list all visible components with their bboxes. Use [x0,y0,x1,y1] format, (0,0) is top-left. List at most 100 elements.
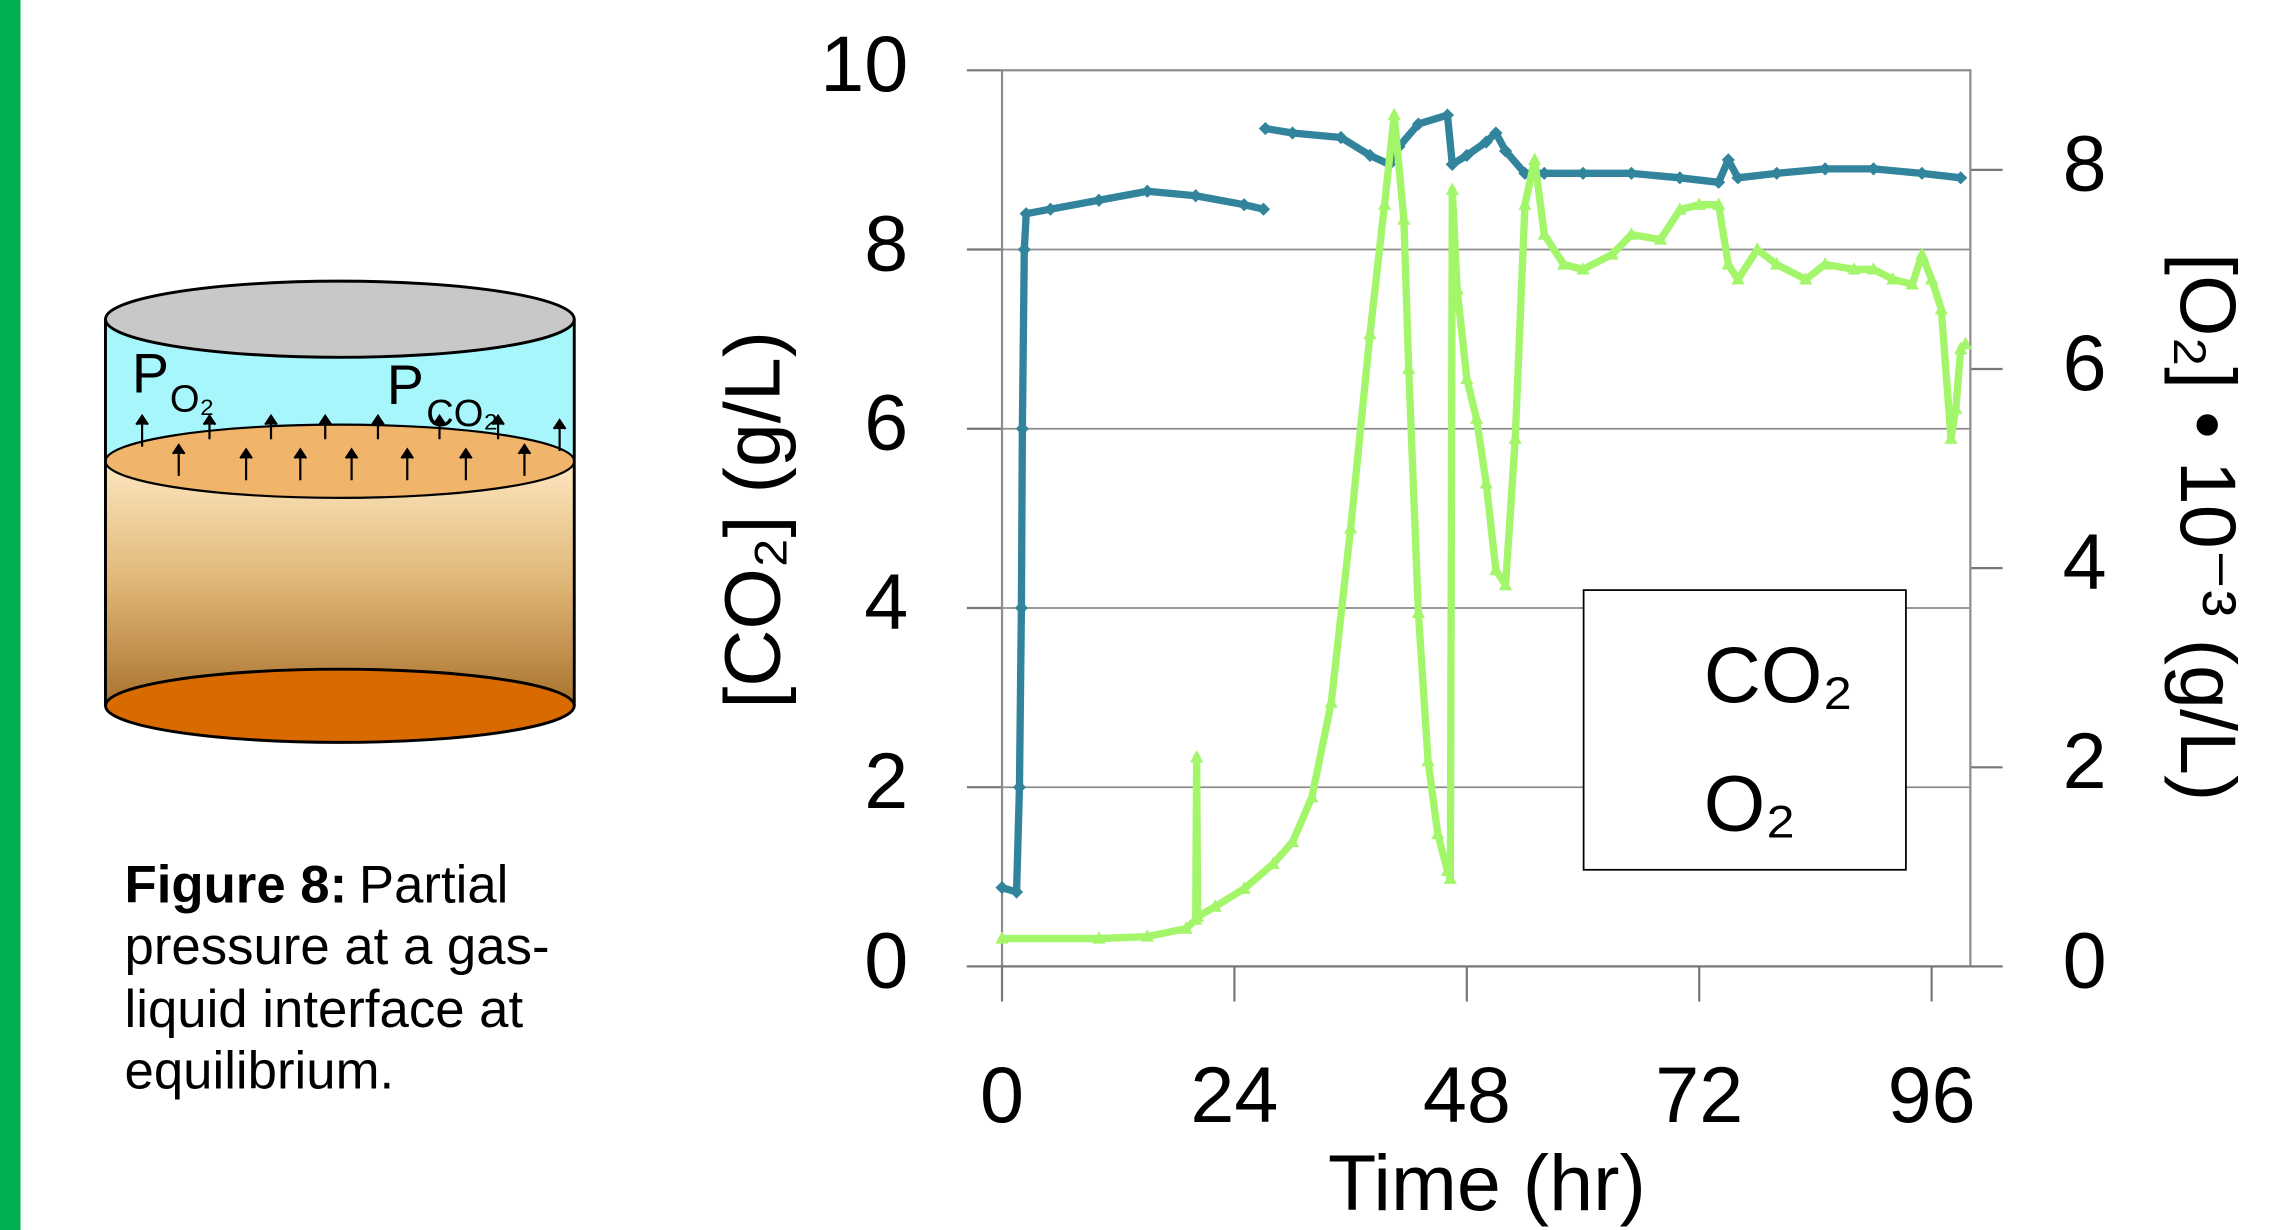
data-point [1949,401,1963,414]
data-point [1692,197,1706,210]
legend-box [1582,589,1907,871]
x-axis-label: Time (hr) [1328,1138,1646,1227]
data-point [1624,227,1639,240]
data-point [1915,247,1929,260]
data-point [1557,257,1571,270]
data-point [1489,126,1503,140]
data-point [1179,921,1193,934]
y2-tick-label: 8 [2063,119,2107,208]
cylinder-bottom [104,667,576,744]
data-point [1944,431,1958,444]
y-tick-label: 6 [864,378,908,467]
data-point [1770,257,1784,270]
caption-label: Figure 8: [125,856,348,915]
x-tick-label: 48 [1423,1050,1511,1139]
data-point [1363,326,1377,340]
data-point [1140,184,1154,198]
x-tick-label: 24 [1190,1050,1278,1139]
data-point [1508,431,1522,444]
y-tick-label: 4 [864,557,908,646]
data-point [1015,422,1029,436]
y2-axis-label: [O₂] • 10⁻³ (g/L) [2164,253,2253,801]
data-point [1266,856,1280,869]
data-point [1012,780,1027,794]
data-point [1377,197,1392,210]
data-point [1605,247,1619,260]
partial-pressure-subscript: O₂ [170,378,214,420]
legend-label: CO₂ [1704,630,1853,719]
x-tick-label: 0 [980,1050,1024,1139]
data-point [1721,257,1735,270]
partial-pressure-symbol: P [387,354,424,416]
data-point [1237,198,1251,212]
data-point [1363,148,1377,163]
flux-arrows [135,413,567,481]
data-point [1043,202,1058,216]
data-point [1818,162,1832,176]
partial-pressure-subscript: CO₂ [426,393,498,435]
data-point [1092,931,1106,944]
data-point [1624,166,1639,180]
data-point [1498,144,1513,158]
data-point [1498,577,1513,591]
data-point [1731,272,1745,285]
cylinder-diagram: P O₂ P CO₂ [104,279,576,744]
data-point [1712,175,1726,189]
data-point [1721,153,1735,167]
y-tick-label: 2 [864,736,908,825]
data-point [1479,135,1493,149]
data-point [1397,212,1411,225]
data-point [1014,601,1028,615]
x-tick-label: 72 [1655,1050,1743,1139]
data-point [1576,166,1590,180]
y2-tick-label: 0 [2063,915,2107,1004]
cylinder-top [104,279,576,359]
data-point [1285,834,1300,848]
caption-line: liquid interface at [125,980,524,1039]
data-point [1576,262,1590,275]
data-point [1445,182,1459,195]
data-point [1411,605,1426,619]
data-point [1285,126,1300,140]
data-point [1934,301,1948,315]
data-point [1460,371,1474,385]
y2-tick-label: 4 [2063,517,2107,606]
data-point [1479,476,1493,489]
data-point [1886,272,1900,285]
data-point [1324,695,1338,708]
data-point [1440,108,1455,122]
data-point [1445,157,1459,171]
data-point [995,931,1009,944]
data-point [1770,166,1784,180]
y-tick-label: 0 [864,915,908,1004]
data-point [1258,121,1273,136]
data-point [1958,336,1973,350]
data-point [1334,130,1348,145]
data-point [1256,202,1271,216]
data-point [1092,193,1106,207]
data-point [1019,207,1033,221]
data-point [1537,227,1551,240]
data-point [1712,197,1726,210]
data-point [1450,282,1464,295]
y2-tick-label: 6 [2063,318,2107,407]
data-point [1489,562,1503,576]
data-point [1905,277,1919,290]
partial-pressure-symbol: P [132,342,169,404]
y2-tick-label: 2 [2063,716,2107,805]
data-point [1653,232,1668,245]
data-point [1925,272,1939,285]
y-tick-label: 10 [820,19,908,108]
caption-line: pressure at a gas- [125,917,550,976]
data-point [1208,899,1222,912]
caption-line: equilibrium. [125,1042,395,1101]
data-point [1237,881,1251,894]
data-point [1847,262,1861,275]
data-point [1818,257,1832,270]
data-point [1344,520,1358,534]
data-point [1460,148,1474,163]
data-point [1866,162,1881,176]
liquid-surface [104,423,576,499]
